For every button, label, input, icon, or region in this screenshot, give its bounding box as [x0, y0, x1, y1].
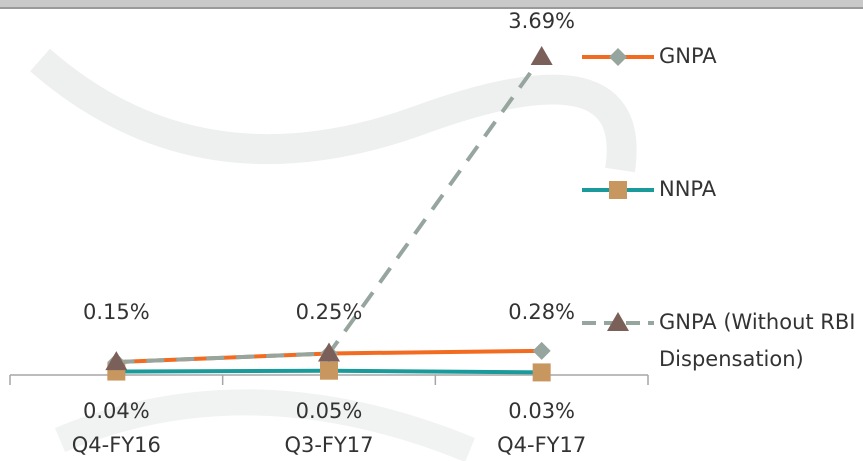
background-decoration	[30, 48, 637, 173]
legend-swatch-marker	[607, 312, 629, 331]
data-point	[532, 363, 551, 382]
legend-swatch-marker	[609, 181, 627, 199]
data-label: 0.04%	[83, 399, 150, 423]
data-point	[320, 361, 338, 380]
legend-label: GNPA	[659, 44, 717, 68]
top-band	[0, 0, 863, 8]
data-point	[530, 46, 553, 65]
data-label: 0.25%	[296, 300, 363, 324]
legend-label: NNPA	[659, 177, 717, 201]
x-tick-label: Q4-FY16	[72, 433, 161, 457]
legend-swatch-marker	[609, 48, 627, 66]
data-label: 0.03%	[508, 399, 575, 423]
legend-label: GNPA (Without RBI Dispensation)	[659, 310, 856, 371]
data-label: 0.28%	[508, 300, 575, 324]
x-tick-label: Q3-FY17	[284, 433, 373, 457]
x-tick-label: Q4-FY17	[497, 433, 586, 457]
data-point	[105, 351, 128, 371]
background-decoration	[54, 389, 475, 461]
data-label: 0.15%	[83, 300, 150, 324]
data-label: 3.69%	[508, 9, 575, 33]
data-point	[318, 342, 340, 362]
data-point	[532, 341, 551, 360]
data-label: 0.05%	[296, 399, 363, 423]
